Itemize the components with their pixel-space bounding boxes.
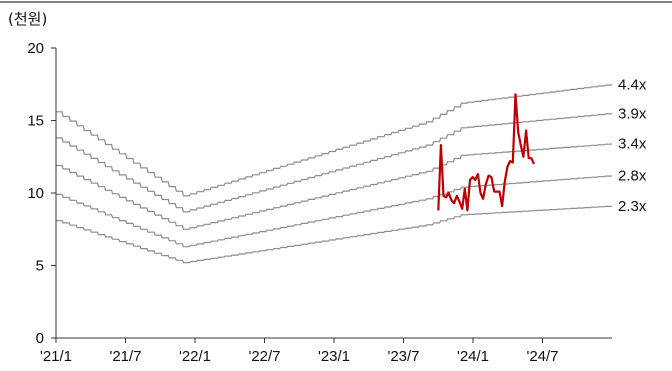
price-series — [437, 93, 535, 212]
band-line-4.4x — [56, 83, 613, 197]
y-tick-label: 10 — [27, 185, 44, 202]
price-line — [437, 93, 535, 212]
x-tick-label: '23/1 — [318, 348, 350, 365]
x-tick-label: '21/1 — [40, 348, 72, 365]
band-label-2.8x: 2.8x — [618, 168, 647, 185]
y-tick-label: 5 — [36, 258, 44, 275]
band-labels: 4.4x 3.9x 3.4x 2.8x 2.3x — [618, 76, 647, 215]
y-tick-label: 0 — [36, 330, 44, 347]
axes: 0 5 10 15 20 '21/1 '21/7 '22/1 '22/7 '23/1 '23/7 '2… — [27, 40, 612, 365]
x-tick-label: '24/7 — [526, 348, 558, 365]
band-line-3.9x — [56, 112, 613, 213]
band-label-3.9x: 3.9x — [618, 105, 647, 122]
band-line-2.8x — [56, 175, 613, 248]
x-tick-label: '22/7 — [248, 348, 280, 365]
y-tick-label: 20 — [27, 40, 44, 57]
band-label-4.4x: 4.4x — [618, 76, 647, 93]
y-tick-label: 15 — [27, 113, 44, 130]
band-label-2.3x: 2.3x — [618, 198, 647, 215]
unit-label: (천원) — [8, 10, 47, 28]
x-tick-label: '21/7 — [109, 348, 141, 365]
band-lines — [56, 83, 613, 264]
x-tick-label: '23/7 — [387, 348, 419, 365]
band-line-2.3x — [56, 205, 613, 264]
x-tick-label: '24/1 — [457, 348, 489, 365]
x-tick-label: '22/1 — [179, 348, 211, 365]
band-label-3.4x: 3.4x — [618, 136, 647, 153]
